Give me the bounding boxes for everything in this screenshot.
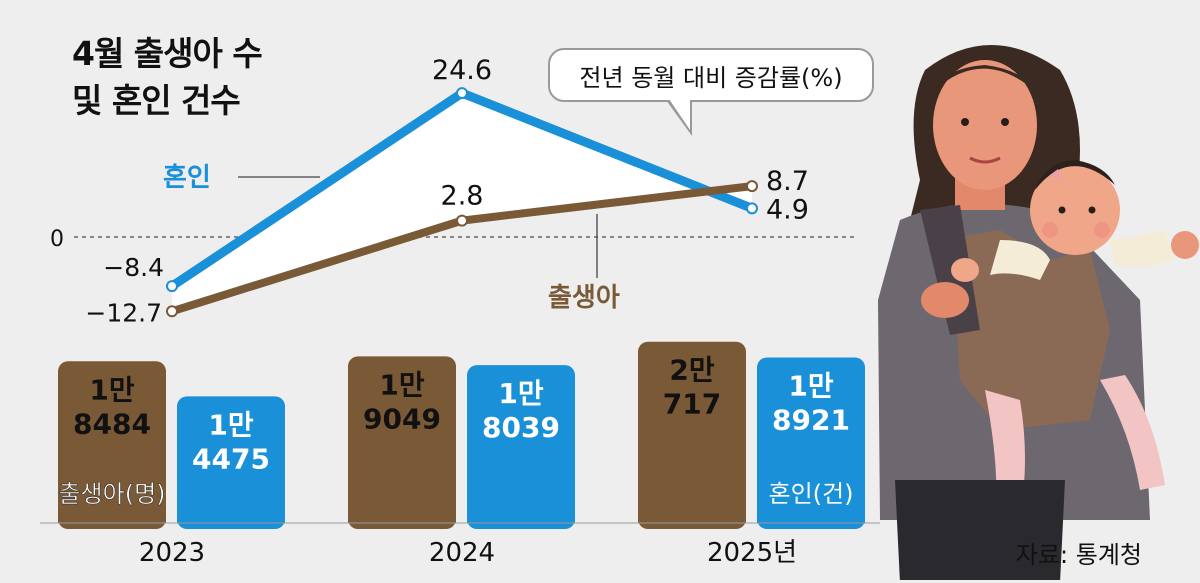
bar-label-bottom-1-1: 8039 xyxy=(482,411,560,444)
category-label-2: 2025년 xyxy=(707,538,797,568)
chart-title: 4월 출생아 수 및 혼인 건수 xyxy=(72,30,263,124)
data-point-births-0 xyxy=(166,305,178,318)
bar-label-bottom-1-0: 4475 xyxy=(192,442,270,475)
bar-label-bottom-0-1: 9049 xyxy=(363,402,441,435)
category-label-0: 2023 xyxy=(139,538,205,568)
chart-title-line1: 4월 출생아 수 xyxy=(72,34,263,73)
bar-label-bottom-1-2: 8921 xyxy=(772,403,850,436)
bar-label-top-1-2: 1만 xyxy=(788,369,833,402)
value-label-births-1: 2.8 xyxy=(441,181,484,212)
bar-marriages-2 xyxy=(757,357,865,529)
data-point-marriages-0 xyxy=(166,280,178,293)
bar-base-births-1 xyxy=(348,513,456,523)
data-point-births-2 xyxy=(746,180,758,193)
annotation-bubble-tail-fill xyxy=(669,99,690,130)
bar-base-marriages-0 xyxy=(177,513,285,523)
bar-marriages-0 xyxy=(177,396,285,529)
annotation-text: 전년 동월 대비 증감률(%) xyxy=(579,63,843,92)
bar-births-0 xyxy=(58,361,166,529)
category-label-1: 2024 xyxy=(429,538,495,568)
chart-title-line2: 및 혼인 건수 xyxy=(72,81,241,120)
source-note: 자료: 통계청 xyxy=(1015,541,1142,569)
bar-label-bottom-0-2: 717 xyxy=(663,388,721,421)
value-label-births-2: 8.7 xyxy=(766,166,809,197)
series-label-births: 출생아 xyxy=(548,283,620,313)
value-label-births-0: −12.7 xyxy=(85,298,162,327)
series-gap-fill xyxy=(172,93,752,312)
bar-unit-label-marriages: 혼인(건) xyxy=(769,480,854,508)
data-point-births-1 xyxy=(456,214,468,227)
bar-label-top-0-1: 1만 xyxy=(379,368,424,401)
bar-marriages-1 xyxy=(467,365,575,529)
data-point-marriages-2 xyxy=(746,202,758,215)
value-label-marriages-2: 4.9 xyxy=(766,194,809,225)
bar-births-2 xyxy=(638,341,746,529)
mother-baby-illustration xyxy=(878,45,1199,580)
bar-base-births-0 xyxy=(58,513,166,523)
bar-label-top-1-1: 1만 xyxy=(498,377,543,410)
value-label-marriages-0: −8.4 xyxy=(103,253,164,282)
bar-unit-label-births: 출생아(명) xyxy=(58,480,165,508)
bar-births-1 xyxy=(348,356,456,529)
value-label-marriages-1: 24.6 xyxy=(432,55,492,86)
bar-label-top-1-0: 1만 xyxy=(208,408,253,441)
bar-base-marriages-2 xyxy=(757,513,865,523)
data-point-marriages-1 xyxy=(456,87,468,100)
bar-base-marriages-1 xyxy=(467,513,575,523)
annotation-bubble: 전년 동월 대비 증감률(%) xyxy=(548,48,874,102)
bar-label-top-0-0: 1만 xyxy=(89,373,134,406)
zero-axis-label: 0 xyxy=(50,227,64,252)
series-label-marriages: 혼인 xyxy=(163,163,211,193)
bar-label-bottom-0-0: 8484 xyxy=(73,407,151,440)
bar-label-top-0-2: 2만 xyxy=(669,354,714,387)
bar-base-births-2 xyxy=(638,513,746,523)
